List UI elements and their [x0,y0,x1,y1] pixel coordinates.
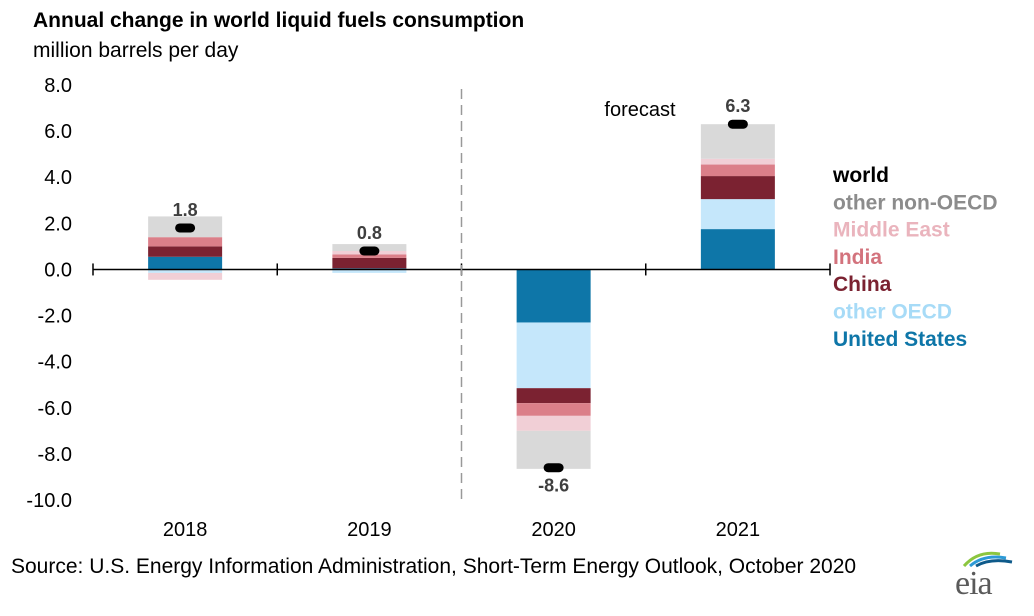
bar-segment [516,403,591,416]
world-marker [175,223,196,233]
y-tick-label: 0.0 [44,259,72,281]
bar-segment [148,237,223,247]
bar-segment [516,388,591,404]
eia-logo-icon [962,551,1013,568]
stacked-bar-chart: 8.0 6.0 4.0 2.0 0.0 -2.0 -4.0 -6.0 -8.0 -10.0 2018… [26,75,997,541]
y-tick-label: -10.0 [26,490,72,512]
bar-segment [148,246,223,257]
world-marker [359,246,380,256]
bar-segment [700,229,775,270]
chart-title: Annual change in world liquid fuels cons… [33,9,525,32]
bar-segment [700,164,775,177]
legend-item-world: world [832,164,889,187]
legend-item-other-oecd: other OECD [833,301,952,324]
world-data-label: 6.3 [725,96,750,116]
bar-segment [516,415,591,431]
bar-segment [332,257,407,269]
bar-segment [700,158,775,165]
bar-segment [516,322,591,389]
legend-item-india: India [833,246,882,269]
world-data-label: 0.8 [357,223,382,243]
y-tick-label: -4.0 [38,352,72,374]
x-tick-label: 2019 [347,519,392,541]
bar-segment [148,256,223,270]
legend-item-middle-east: Middle East [833,219,950,242]
source-note: Source: U.S. Energy Information Administ… [11,555,857,578]
y-tick-label: -2.0 [38,306,72,328]
bar-segment [332,269,407,273]
bar-segment [332,254,407,258]
legend-item-china: China [833,273,892,296]
legend-item-other-non-oecd: other non-OECD [833,191,997,214]
y-tick-label: 6.0 [44,121,72,143]
x-tick-label: 2021 [716,519,761,541]
y-tick-label: 8.0 [44,75,72,97]
eia-logo-text: eia [955,565,993,602]
bar-segment [516,269,591,323]
bar-segment [148,269,223,273]
bar-segment [148,272,223,280]
x-tick-label: 2020 [531,519,576,541]
x-tick-label: 2018 [163,519,208,541]
world-marker [727,119,748,129]
y-tick-label: 2.0 [44,213,72,235]
bar-segment [700,124,775,159]
forecast-annotation: forecast [604,99,676,121]
y-tick-label: 4.0 [44,167,72,189]
world-marker [543,463,564,473]
y-tick-label: -8.0 [38,444,72,466]
bar-segment [516,430,591,469]
y-tick-label: -6.0 [38,398,72,420]
bar-segment [700,199,775,230]
bar-segment [700,176,775,200]
world-data-label: -8.6 [538,476,569,496]
legend-item-united-states: United States [833,328,967,351]
chart-subtitle: million barrels per day [33,39,239,62]
world-data-label: 1.8 [173,200,198,220]
